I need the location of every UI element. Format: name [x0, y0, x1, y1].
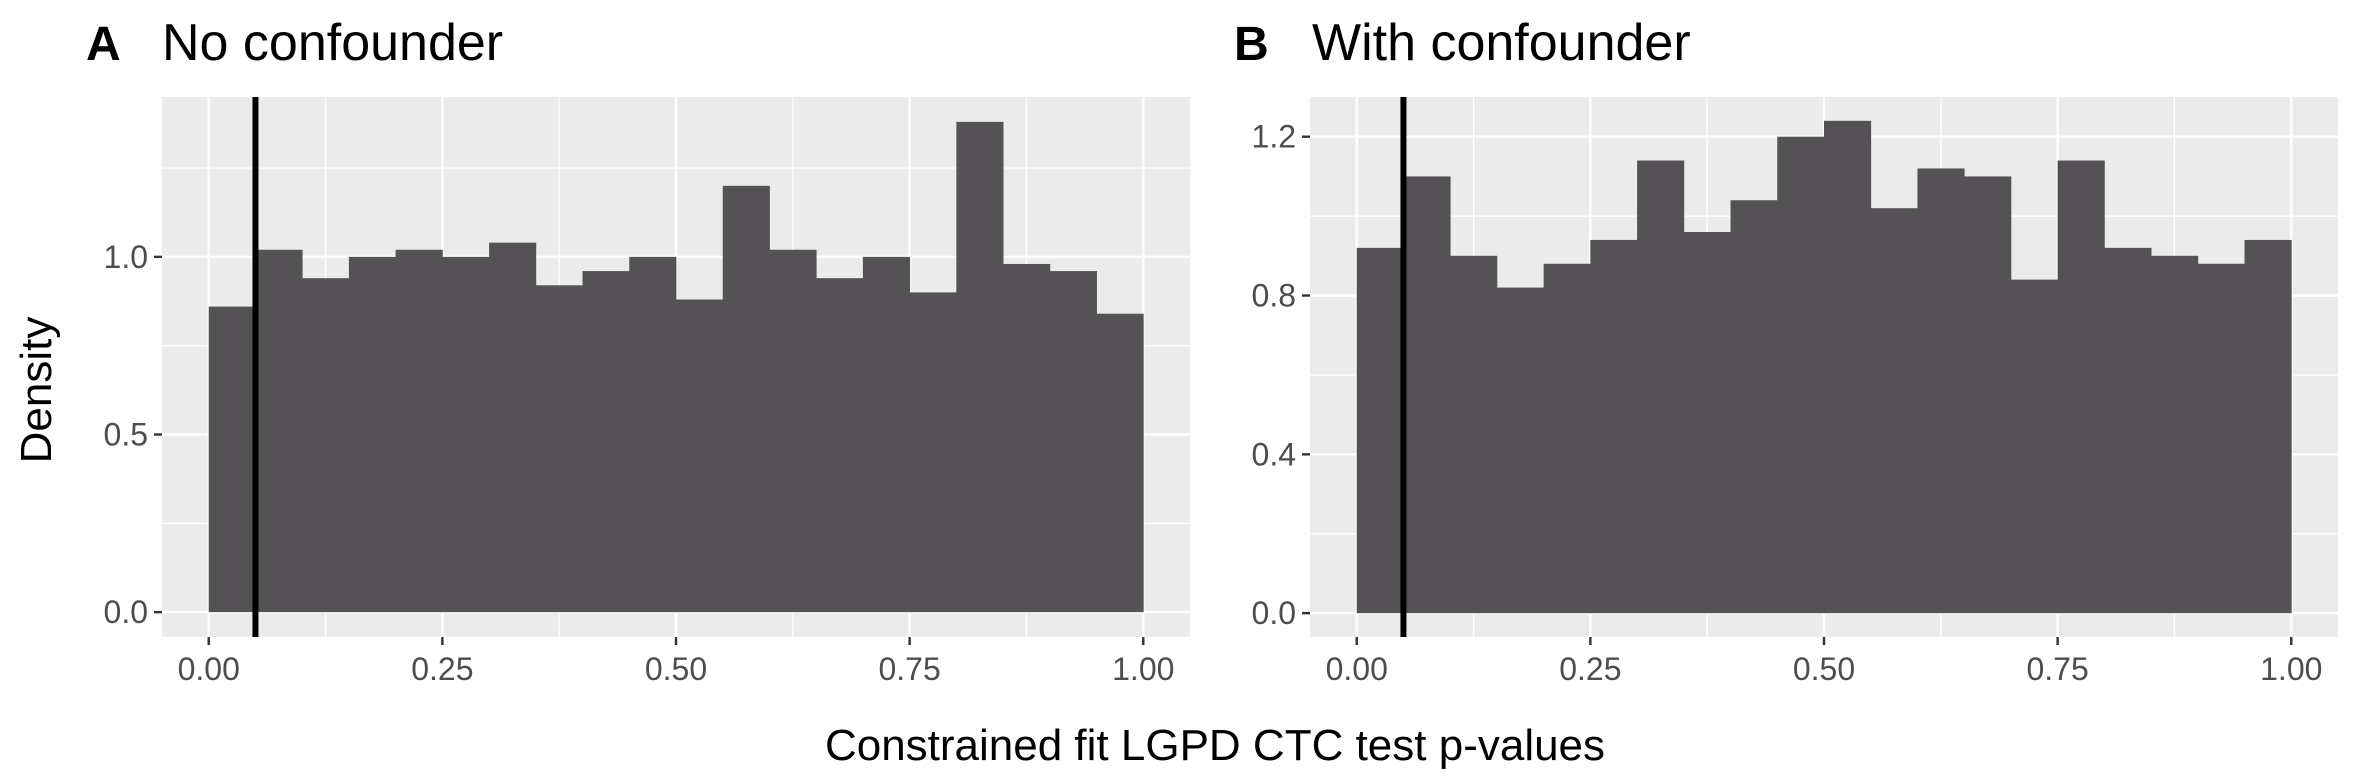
histogram-bar — [2057, 160, 2105, 614]
histogram-bar — [862, 256, 911, 613]
histogram-bar — [1917, 168, 1965, 614]
y-tick-label: 1.2 — [1252, 119, 1296, 155]
histogram-bar — [2244, 239, 2292, 614]
panel-a-letter: A — [86, 18, 121, 71]
histogram-bar — [1356, 247, 1404, 614]
histogram-bar — [1683, 232, 1731, 614]
x-tick-label: 0.25 — [1559, 651, 1621, 687]
x-tick-label: 1.00 — [2260, 651, 2322, 687]
histogram-bar — [582, 271, 630, 613]
x-tick-label: 0.50 — [645, 651, 707, 687]
histogram-bar — [255, 249, 303, 613]
histogram-bar — [676, 299, 724, 613]
histogram-bar — [1496, 287, 1545, 614]
shared-y-axis-title: Density — [12, 317, 61, 464]
histogram-bar — [1003, 263, 1051, 613]
x-tick-label: 0.75 — [2026, 651, 2088, 687]
histogram-bar — [1590, 239, 1638, 614]
shared-x-axis-title: Constrained fit LGPD CTC test p-values — [825, 721, 1605, 770]
histogram-bar — [348, 256, 397, 613]
histogram-bar — [1870, 208, 1918, 614]
x-tick-label: 0.00 — [178, 651, 240, 687]
histogram-bar — [2104, 247, 2152, 614]
histogram-bar — [535, 285, 583, 613]
y-tick-label: 1.0 — [104, 239, 148, 275]
histogram-bar — [2010, 279, 2059, 614]
histogram-bar — [1543, 263, 1591, 614]
histogram-bar — [816, 278, 864, 613]
histogram-bar — [1049, 271, 1097, 613]
panel-a: A No confounder 0.00 0.25 0.50 0.75 1.000.00… — [86, 14, 1190, 687]
histogram-bar — [1637, 160, 1685, 614]
histogram-bar — [1096, 313, 1144, 613]
histogram-bar — [722, 185, 770, 613]
x-tick-label: 0.50 — [1793, 651, 1855, 687]
histogram-bar — [442, 256, 490, 613]
y-tick-label: 0.5 — [104, 417, 148, 453]
histogram-bar — [302, 278, 350, 613]
x-tick-label: 0.00 — [1326, 651, 1388, 687]
histogram-bar — [1777, 136, 1825, 614]
histogram-bar — [909, 292, 957, 613]
panel-b-title: With confounder — [1312, 14, 1691, 72]
histogram-bar — [489, 242, 537, 613]
y-tick-label: 0.0 — [104, 594, 148, 630]
histogram-bar — [395, 249, 443, 613]
histogram-bar — [956, 121, 1004, 613]
panel-a-title: No confounder — [162, 14, 503, 72]
histogram-bar — [769, 249, 817, 613]
histogram-bar — [1730, 200, 1778, 614]
histogram-bar — [2151, 255, 2199, 614]
histogram-bar — [2197, 263, 2245, 614]
panel-a-plot: 0.00 0.25 0.50 0.75 1.00 0.0 0.5 1.0 — [104, 97, 1190, 687]
histogram-bar — [208, 306, 256, 613]
histogram-bar — [629, 256, 677, 613]
panel-b-letter: B — [1234, 18, 1269, 71]
x-tick-label: 0.75 — [878, 651, 940, 687]
histogram-bar — [1403, 176, 1451, 614]
x-tick-label: 1.00 — [1112, 651, 1174, 687]
y-tick-label: 0.8 — [1252, 278, 1296, 314]
y-tick-label: 0.0 — [1252, 595, 1296, 631]
histogram-bar — [1964, 176, 2012, 614]
histogram-bar — [1450, 255, 1498, 614]
panel-b: B With confounder 0.00 0.25 0.50 0.75 1.000.… — [1234, 14, 2338, 687]
panel-b-plot: 0.00 0.25 0.50 0.75 1.00 0.0 0.4 0.8 1.2 — [1252, 97, 2338, 687]
histogram-bar — [1824, 120, 1872, 614]
x-tick-label: 0.25 — [411, 651, 473, 687]
y-tick-label: 0.4 — [1252, 436, 1296, 472]
